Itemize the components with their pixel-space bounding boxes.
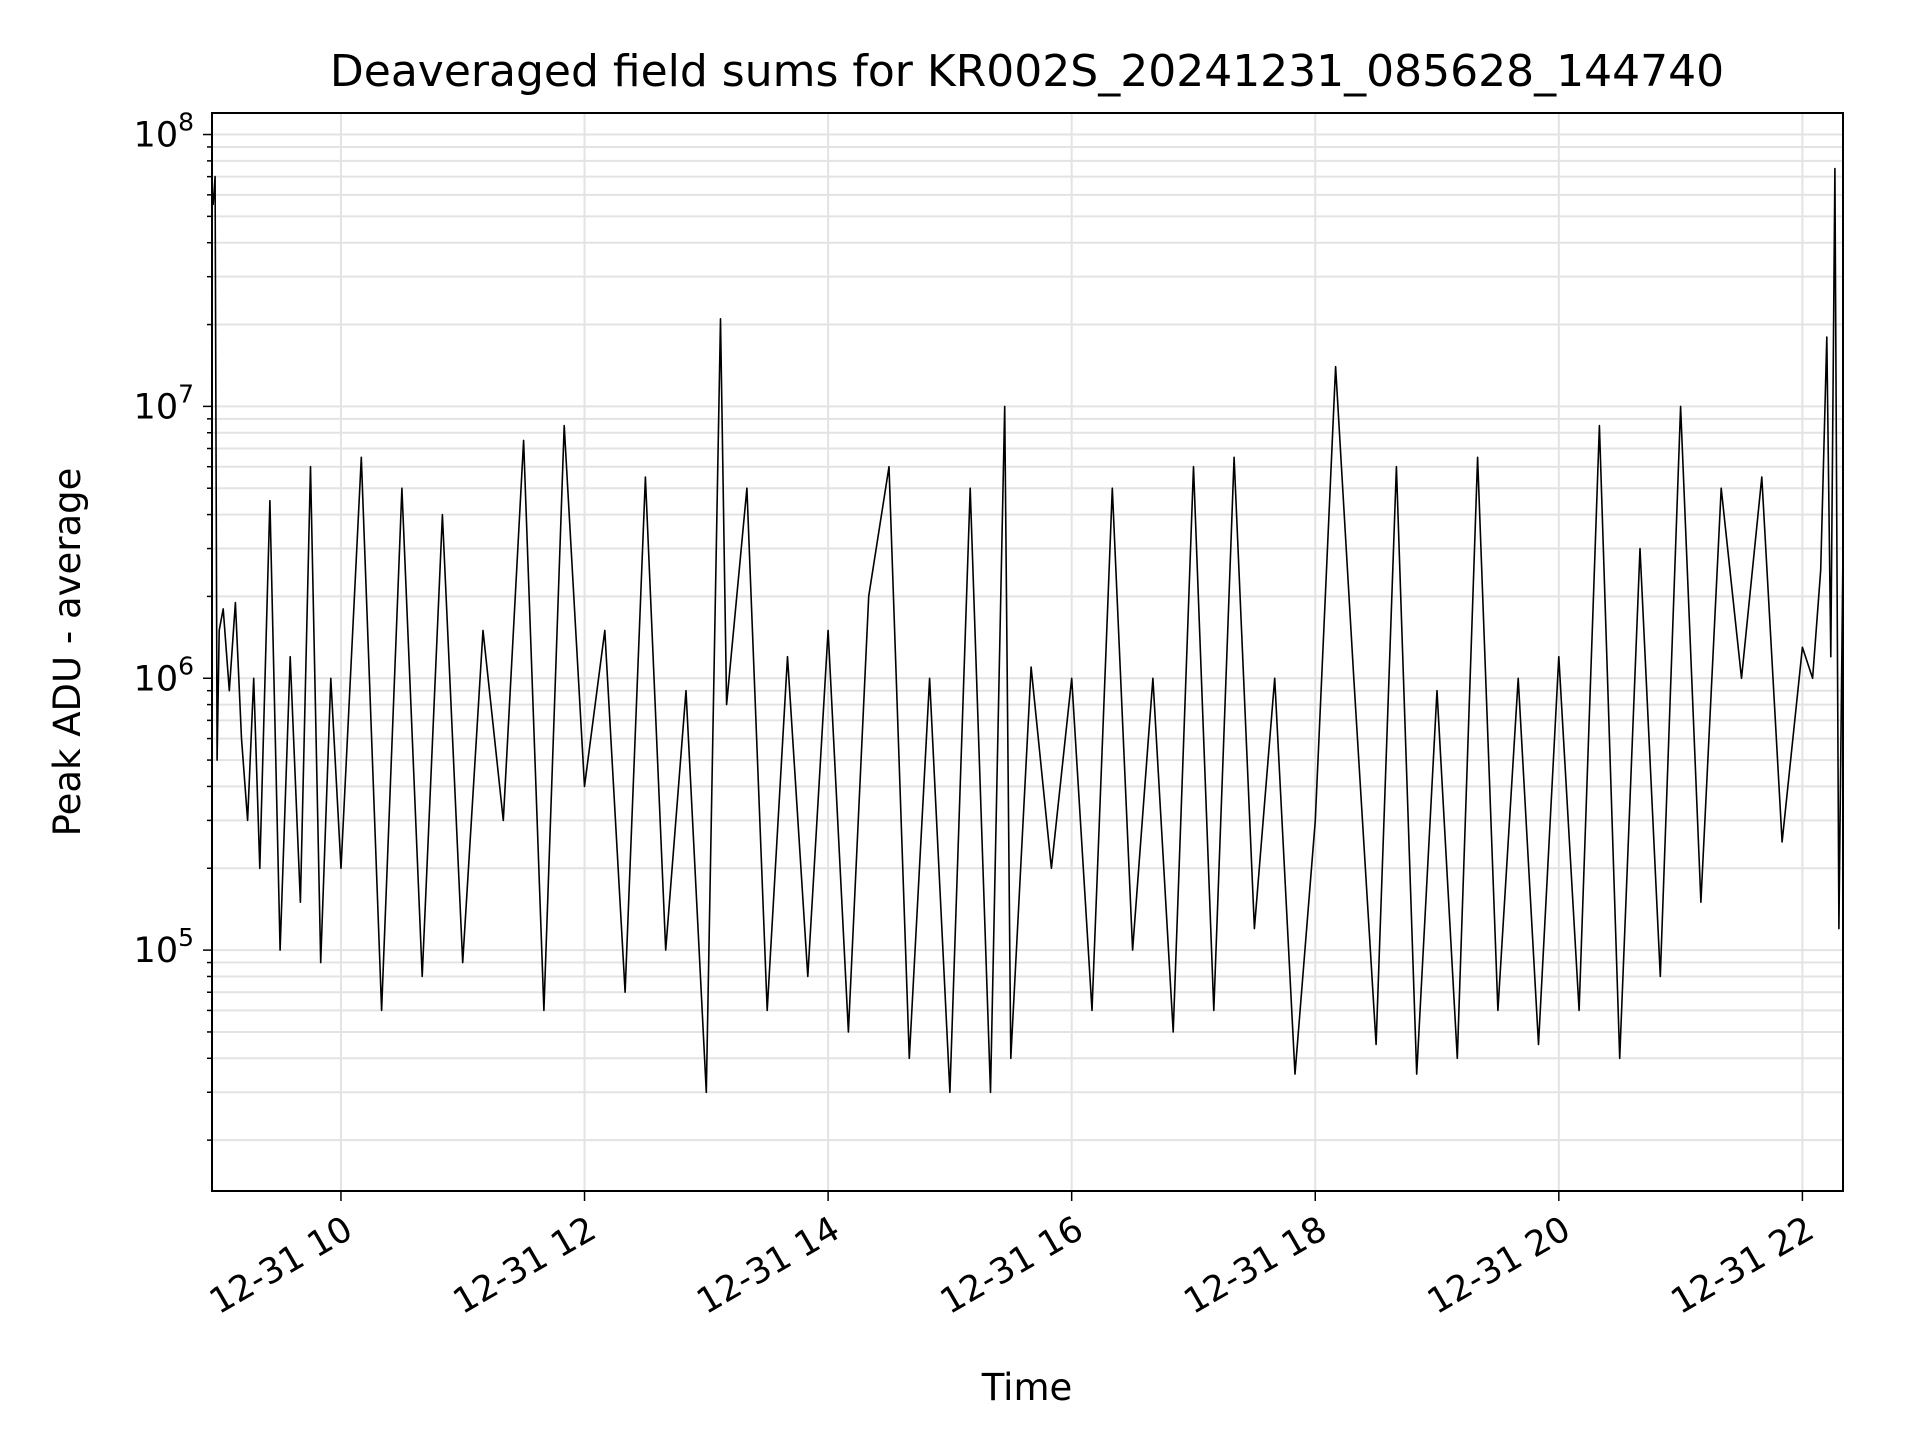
x-tick-label: 12-31 16: [934, 1209, 1090, 1322]
y-tick-exponent: 8: [178, 108, 194, 137]
x-tick-label: 12-31 10: [203, 1209, 359, 1322]
y-tick-base: 10: [134, 116, 179, 156]
x-tick-label: 12-31 14: [690, 1209, 846, 1322]
y-tick-exponent: 6: [178, 651, 194, 680]
axes-frame: [211, 112, 1844, 1192]
x-tick-label: 12-31 18: [1177, 1209, 1333, 1322]
y-tick-base: 10: [134, 659, 179, 699]
x-tick-label: 12-31 22: [1665, 1209, 1821, 1322]
x-tick-label: 12-31 20: [1421, 1209, 1577, 1322]
chart-title: Deaveraged field sums for KR002S_2024123…: [330, 46, 1724, 97]
y-tick-exponent: 5: [178, 923, 194, 952]
y-tick-base: 10: [134, 931, 179, 971]
series-line: [212, 167, 1844, 1094]
x-tick-label: 12-31 12: [447, 1209, 603, 1322]
x-axis: 12-31 10 12-31 12 12-31 14 12-31 16 12-31 18…: [203, 1191, 1821, 1322]
y-tick-label: 106: [134, 651, 194, 699]
y-axis-label: Peak ADU - average: [46, 468, 89, 837]
y-tick-label: 105: [134, 923, 194, 971]
y-tick-base: 10: [134, 387, 179, 427]
x-axis-label: Time: [981, 1366, 1073, 1409]
y-tick-label: 108: [134, 108, 194, 156]
y-tick-label: 107: [134, 379, 194, 427]
plot-area: [212, 167, 1844, 1094]
y-tick-exponent: 7: [178, 379, 194, 408]
grid: [212, 113, 1843, 1191]
